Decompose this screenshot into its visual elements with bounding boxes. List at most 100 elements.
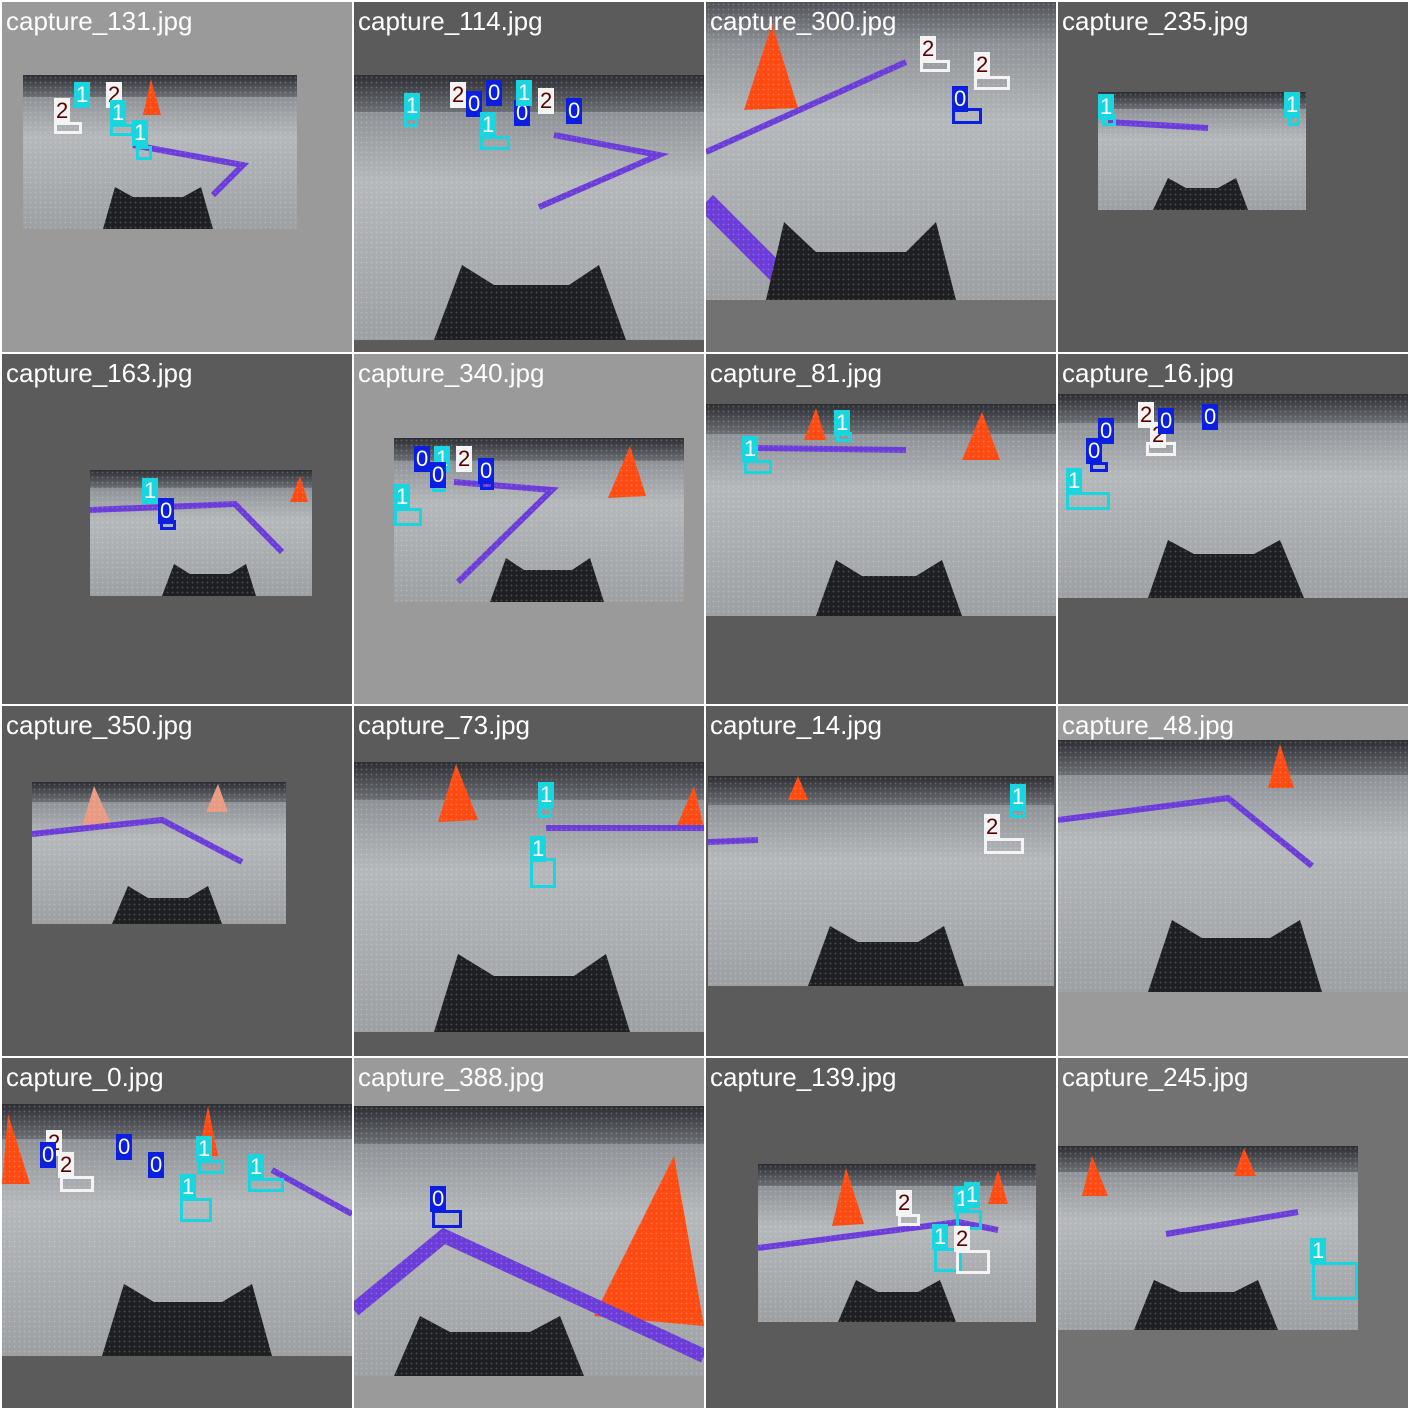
tile-capture-245[interactable]: capture_245.jpg 1 [1058,1058,1408,1408]
detection-box [530,858,556,888]
tile-caption: capture_163.jpg [6,358,193,388]
detection-box [984,838,1024,854]
detection-label: 1 [110,100,127,126]
camera-frame [1058,394,1408,598]
detection-box [60,1176,94,1192]
camera-frame [1098,92,1306,210]
detection-label: 1 [1010,784,1027,810]
camera-frame [32,782,286,924]
tile-capture-16[interactable]: capture_16.jpg 2 2 0 0 0 0 1 [1058,354,1408,704]
detection-label: 1 [538,782,555,808]
detection-label: 2 [450,82,467,108]
tile-caption: capture_388.jpg [358,1062,545,1092]
tile-caption: capture_300.jpg [710,6,897,36]
tile-capture-350[interactable]: capture_350.jpg [2,706,352,1056]
detection-box [744,460,772,474]
detection-label: 1 [404,93,421,119]
detection-box [394,508,422,526]
detection-label: 2 [974,52,991,78]
detection-label: 1 [180,1174,197,1200]
tile-caption: capture_114.jpg [358,6,543,36]
detection-box [136,146,152,160]
tile-capture-81[interactable]: capture_81.jpg 1 1 [706,354,1056,704]
detection-label: 0 [40,1142,57,1168]
detection-label: 1 [142,478,159,504]
detection-label: 2 [456,446,473,472]
detection-label: 0 [1158,408,1175,434]
tile-caption: capture_0.jpg [6,1062,164,1092]
detection-box [432,1210,462,1228]
camera-frame [1058,1146,1358,1330]
detection-label: 1 [1098,94,1115,120]
detection-box [180,1198,212,1222]
detection-label: 2 [538,88,555,114]
detection-label: 0 [430,1186,447,1212]
camera-frame [706,404,1056,616]
detection-label: 0 [116,1134,133,1160]
detection-label: 1 [516,80,533,106]
detection-label: 2 [896,1190,913,1216]
tile-caption: capture_139.jpg [710,1062,897,1092]
tile-capture-48[interactable]: capture_48.jpg [1058,706,1408,1056]
detection-label: 2 [54,98,71,124]
tile-capture-131[interactable]: capture_131.jpg 2 1 2 1 1 [2,2,352,352]
tile-capture-73[interactable]: capture_73.jpg 1 1 [354,706,704,1056]
detection-label: 1 [1284,92,1301,118]
tile-capture-0[interactable]: capture_0.jpg 2 0 2 0 0 1 1 1 [2,1058,352,1408]
detection-label: 2 [58,1152,75,1178]
tile-caption: capture_14.jpg [710,710,883,740]
detection-box [198,1160,224,1174]
tile-capture-163[interactable]: capture_163.jpg 1 0 [2,354,352,704]
detection-box [248,1178,284,1192]
tile-capture-340[interactable]: capture_340.jpg 0 1 0 2 0 1 [354,354,704,704]
detection-label: 0 [1202,404,1219,430]
tile-caption: capture_235.jpg [1062,6,1249,36]
detection-label: 0 [514,100,531,126]
tile-caption: capture_245.jpg [1062,1062,1249,1092]
detection-label: 0 [414,446,431,472]
detection-label: 1 [394,484,411,510]
camera-frame [758,1164,1036,1322]
camera-frame [1058,740,1408,992]
camera-frame [2,1104,352,1356]
detection-label: 2 [1138,402,1155,428]
detection-box [1312,1262,1358,1300]
detection-label: 0 [148,1152,165,1178]
tile-capture-388[interactable]: capture_388.jpg 0 [354,1058,704,1408]
detection-label: 1 [742,436,759,462]
detection-label: 0 [1086,438,1103,464]
detection-label: 1 [964,1182,981,1208]
tile-capture-139[interactable]: capture_139.jpg 2 1 1 1 2 [706,1058,1056,1408]
camera-frame [354,762,704,1032]
detection-box [480,136,510,150]
detection-label: 1 [1310,1238,1327,1264]
tile-caption: capture_340.jpg [358,358,545,388]
detection-box [1066,492,1110,510]
tile-capture-235[interactable]: capture_235.jpg 1 1 [1058,2,1408,352]
tile-capture-14[interactable]: capture_14.jpg 1 2 [706,706,1056,1056]
detection-label: 2 [954,1226,971,1252]
tile-caption: capture_131.jpg [6,6,193,36]
detection-label: 0 [478,458,495,484]
tile-caption: capture_16.jpg [1062,358,1235,388]
tile-capture-300[interactable]: capture_300.jpg 2 2 0 [706,2,1056,352]
tile-capture-114[interactable]: capture_114.jpg 1 2 0 0 1 0 2 0 1 [354,2,704,352]
camera-frame [354,1106,704,1376]
detection-box [974,76,1010,90]
detection-label: 0 [466,91,483,117]
tile-caption: capture_350.jpg [6,710,193,740]
detection-label: 2 [920,36,937,62]
detection-label: 1 [834,410,851,436]
detection-label: 0 [158,498,175,524]
tile-caption: capture_73.jpg [358,710,531,740]
detection-label: 1 [74,82,91,108]
detection-label: 1 [196,1136,213,1162]
detection-label: 0 [486,80,503,106]
detection-label: 1 [932,1224,949,1250]
detection-label: 0 [1098,418,1115,444]
detection-label: 1 [132,120,149,146]
detection-label: 0 [952,86,969,112]
detection-label: 1 [1066,468,1083,494]
detection-label: 0 [430,462,447,488]
